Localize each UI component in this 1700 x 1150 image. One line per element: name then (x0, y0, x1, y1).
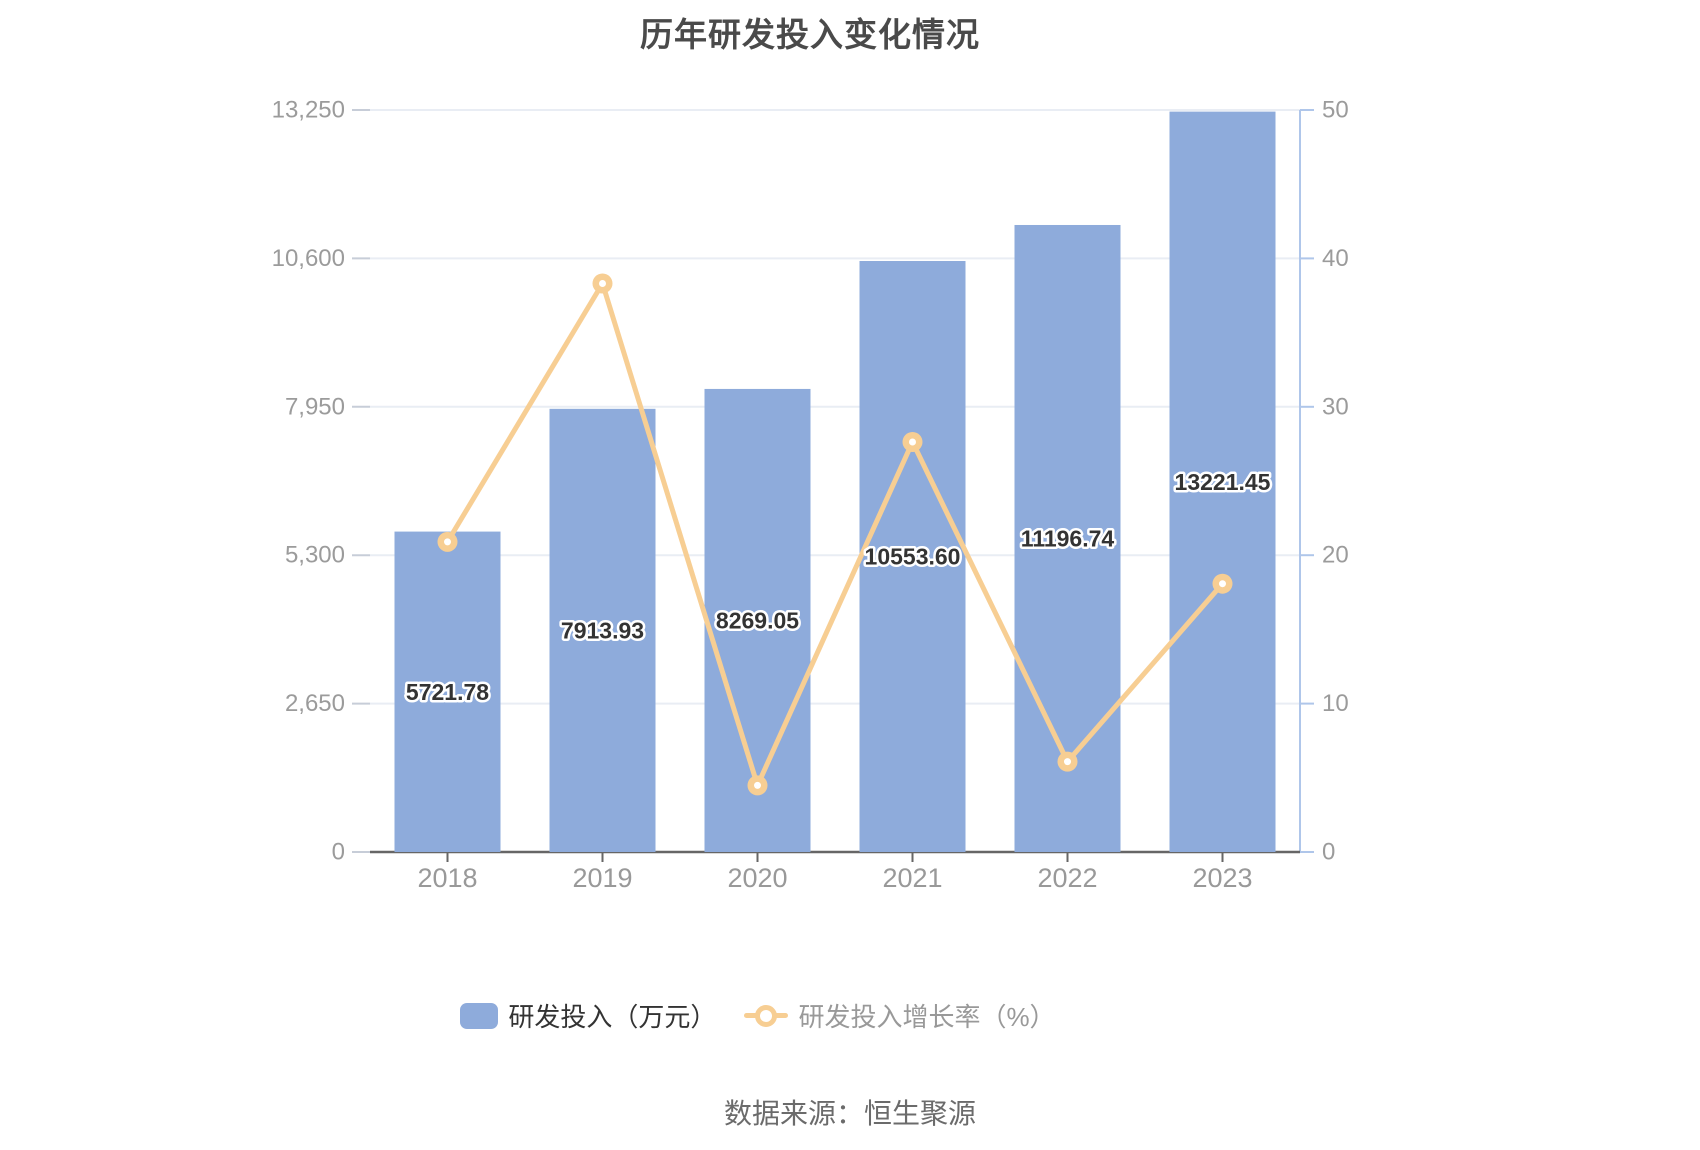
line-marker-icon (744, 1003, 789, 1029)
x-axis-label-2019: 2019 (572, 863, 632, 893)
y-axis-label-left: 13,250 (272, 97, 345, 124)
growth-line (445, 280, 1225, 788)
y-axis-label-left: 0 (332, 839, 345, 866)
x-axis-label-2022: 2022 (1037, 863, 1097, 893)
y-axis-label-right: 40 (1322, 245, 1349, 272)
bar-value-label: 8269.05 (716, 607, 799, 633)
bar-2023[interactable] (1169, 111, 1276, 852)
y-axis-label-right: 10 (1322, 690, 1349, 717)
line-marker-dot (754, 781, 761, 789)
y-axis-label-left: 10,600 (272, 245, 345, 272)
line-marker-dot (1064, 758, 1071, 766)
y-axis-label-left: 2,650 (285, 690, 345, 717)
data-source-note: 数据来源：恒生聚源 (723, 1098, 976, 1129)
bar-2018[interactable] (394, 531, 501, 852)
y-axis-label-right: 50 (1322, 97, 1349, 124)
bar-value-label: 13221.45 (1175, 469, 1271, 495)
x-axis-label-2020: 2020 (727, 863, 787, 893)
line-marker-dot (444, 538, 451, 546)
bar-value-label: 7913.93 (561, 617, 644, 643)
bar-2021[interactable] (859, 260, 966, 852)
bar-2022[interactable] (1014, 224, 1121, 853)
legend-item-bar[interactable]: 研发投入（万元） (460, 997, 716, 1034)
legend-label-bar: 研发投入（万元） (508, 1002, 717, 1032)
x-axis-label-2023: 2023 (1192, 863, 1252, 893)
bar-2020[interactable] (704, 388, 811, 852)
legend-item-line[interactable]: 研发投入增长率（%） (744, 997, 1056, 1034)
y-axis-label-left: 7,950 (285, 393, 345, 420)
chart-title: 历年研发投入变化情况 (640, 16, 980, 53)
bar-value-label: 11196.74 (1021, 525, 1115, 551)
x-axis-label-2018: 2018 (417, 863, 477, 893)
y-axis-label-right: 20 (1322, 542, 1349, 569)
line-marker-dot (909, 438, 916, 446)
bar-value-label: 10553.60 (865, 543, 961, 569)
x-axis-label-2021: 2021 (882, 863, 942, 893)
line-marker-dot (1219, 580, 1226, 588)
bar-swatch-icon (460, 1002, 499, 1029)
bar-value-label: 5721.78 (406, 679, 489, 705)
chart-legend: 研发投入（万元） 研发投入增长率（%） (0, 997, 1608, 1034)
line-marker-dot (599, 279, 606, 287)
legend-label-line: 研发投入增长率（%） (798, 1002, 1056, 1032)
chart-canvas: 5721.78 7913.93 8269.05 10553.60 11196.74 132… (272, 97, 1349, 894)
y-axis-label-right: 0 (1322, 839, 1335, 866)
bar-2019[interactable] (549, 408, 656, 852)
y-axis-label-left: 5,300 (285, 542, 345, 569)
y-axis-label-right: 30 (1322, 393, 1349, 420)
